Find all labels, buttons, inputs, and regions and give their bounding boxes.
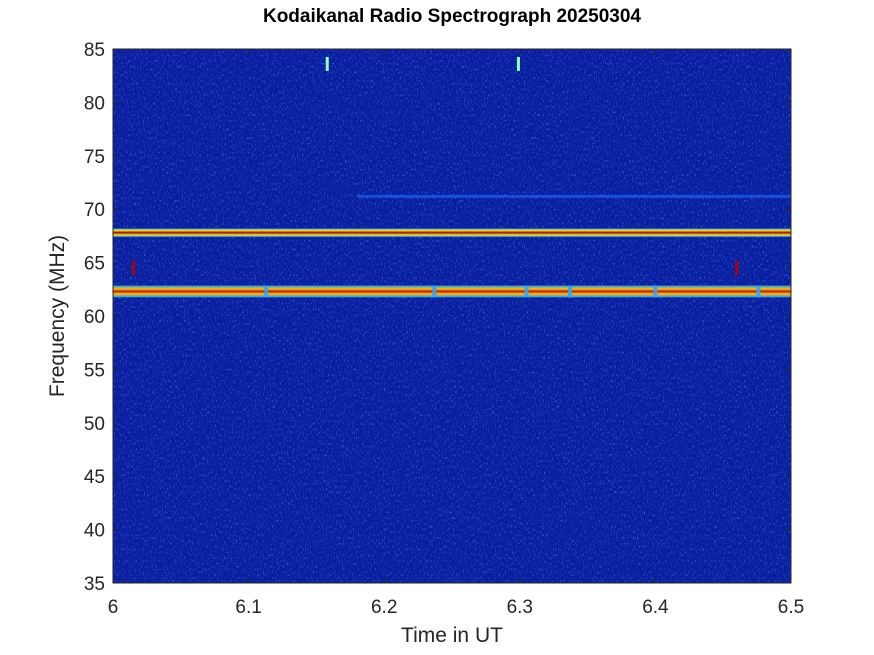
y-tick-label: 85 (84, 40, 105, 61)
x-tick-label: 6.3 (507, 597, 533, 618)
heatmap-noise (113, 49, 791, 583)
y-tick-label: 40 (84, 521, 105, 542)
burst-spot (325, 56, 329, 71)
heatmap-features (113, 56, 791, 298)
y-tick-label: 55 (84, 360, 105, 381)
y-tick-label: 35 (84, 574, 105, 595)
x-axis: 6 6.1 6.2 6.3 6.4 6.5 (108, 49, 804, 618)
y-tick-label: 75 (84, 147, 105, 168)
band-gap (756, 285, 761, 298)
x-tick-label: 6 (108, 597, 119, 618)
burst-spot (516, 56, 520, 71)
y-tick-label: 45 (84, 467, 105, 488)
band-gap (653, 285, 658, 298)
x-tick-label: 6.5 (778, 597, 804, 618)
burst-spot (131, 260, 135, 275)
band-gap (567, 285, 572, 298)
y-tick-label: 70 (84, 200, 105, 221)
spectral-band (113, 285, 791, 298)
y-tick-label: 80 (84, 93, 105, 114)
band-gap (264, 285, 269, 298)
chart-title: Kodaikanal Radio Spectrograph 20250304 (263, 6, 641, 27)
plot-area (113, 49, 791, 583)
band-gap (432, 285, 437, 298)
faint-band (357, 194, 791, 198)
y-axis: 35 40 45 50 55 60 65 70 75 80 85 (84, 40, 791, 595)
x-tick-label: 6.2 (371, 597, 397, 618)
y-tick-label: 50 (84, 414, 105, 435)
spectral-band (113, 228, 791, 237)
burst-spot (735, 260, 739, 275)
x-tick-label: 6.1 (235, 597, 261, 618)
band-gap (524, 285, 529, 298)
x-axis-label: Time in UT (401, 624, 503, 647)
y-tick-label: 65 (84, 254, 105, 275)
y-axis-label: Frequency (MHz) (46, 235, 69, 397)
y-tick-label: 60 (84, 307, 105, 328)
x-tick-label: 6.4 (642, 597, 669, 618)
